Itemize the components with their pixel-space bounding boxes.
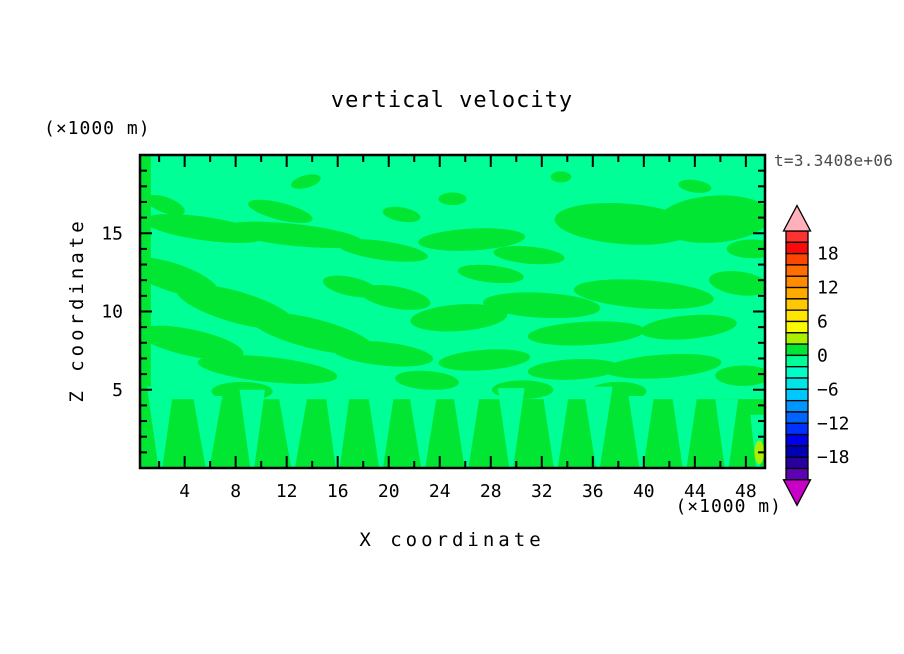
svg-text:15: 15 [101,223,123,244]
z-tick-labels: 5 10 15 [101,223,123,401]
svg-text:32: 32 [531,481,553,502]
svg-text:44: 44 [684,481,706,502]
svg-text:12: 12 [817,278,839,299]
axis-ticks [141,156,764,467]
svg-text:10: 10 [101,302,123,323]
svg-text:6: 6 [817,311,828,332]
svg-text:20: 20 [378,481,400,502]
time-annotation: t=3.3408e+06 [774,151,894,170]
contour-field [140,155,765,468]
svg-text:28: 28 [480,481,502,502]
svg-text:12: 12 [276,481,298,502]
x-tick-labels: 4 8 12 16 20 24 28 32 36 40 44 48 [179,481,756,502]
svg-text:18: 18 [817,244,839,265]
colorbar-under-arrow-icon [782,479,812,507]
plot-frame [138,153,767,470]
svg-text:−18: −18 [817,447,850,468]
colorbar-labels: 18 12 6 0 −6 −12 −18 [817,244,850,469]
x-axis-title: X coordinate [359,529,545,551]
svg-text:40: 40 [633,481,655,502]
z-axis-unit-label: (×1000 m) [44,118,151,139]
x-axis-unit-label: (×1000 m) [675,496,782,517]
svg-text:48: 48 [735,481,757,502]
svg-text:24: 24 [429,481,451,502]
svg-text:−12: −12 [817,413,850,434]
colorbar [782,204,812,507]
svg-text:36: 36 [582,481,604,502]
svg-text:16: 16 [327,481,349,502]
svg-text:5: 5 [112,380,123,401]
svg-text:−6: −6 [817,379,839,400]
svg-text:0: 0 [817,345,828,366]
colorbar-over-arrow-icon [782,204,812,232]
svg-text:4: 4 [179,481,190,502]
page-title: vertical velocity [330,88,574,113]
svg-text:8: 8 [230,481,241,502]
